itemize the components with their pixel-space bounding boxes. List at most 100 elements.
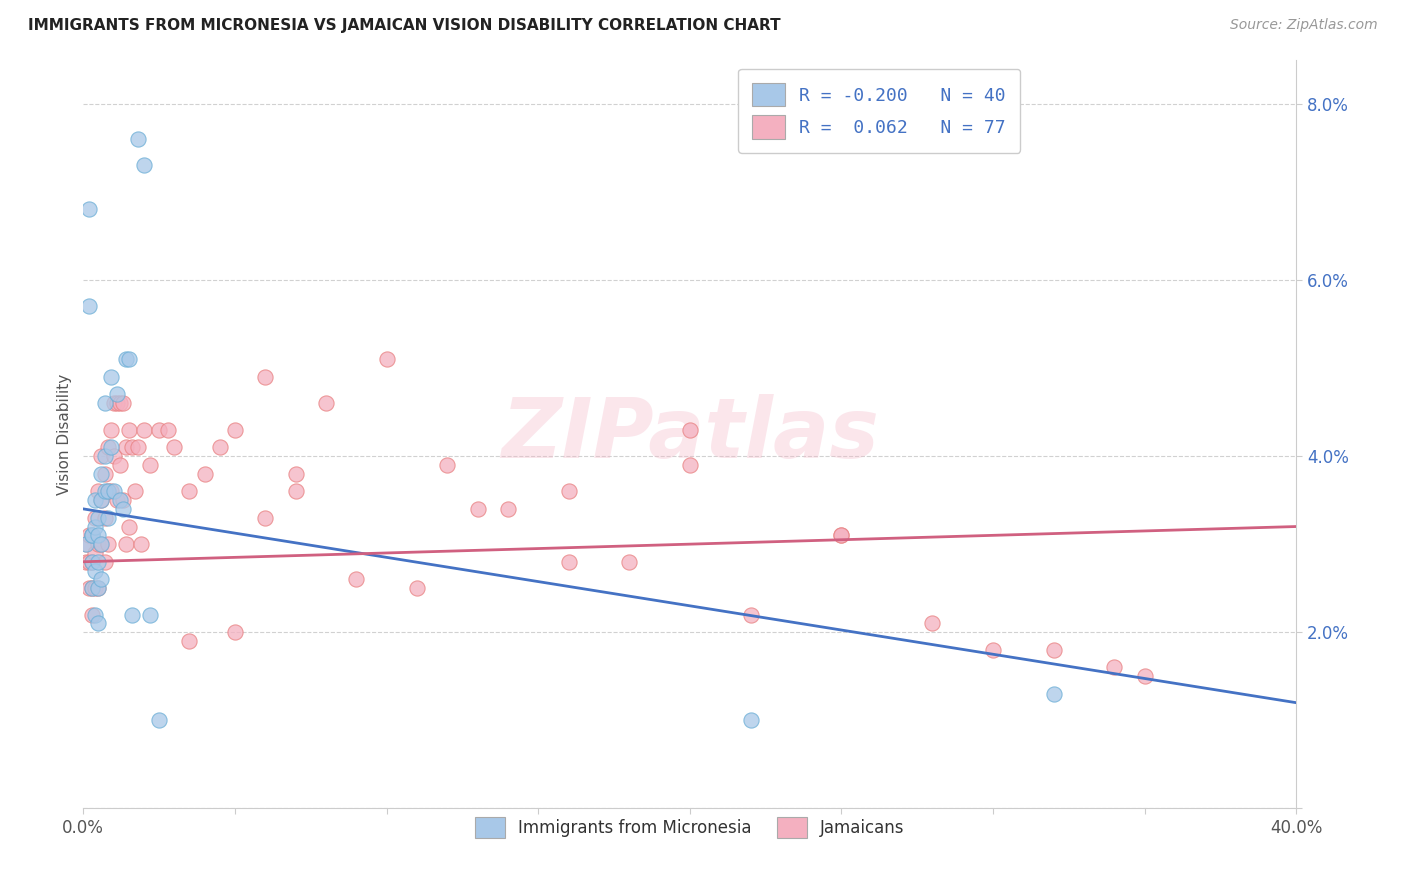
Point bbox=[1133, 669, 1156, 683]
Point bbox=[179, 634, 201, 648]
Point bbox=[163, 440, 186, 454]
Point bbox=[90, 537, 112, 551]
Point bbox=[84, 581, 107, 595]
Point bbox=[679, 458, 702, 472]
Point bbox=[108, 396, 131, 410]
Point bbox=[619, 555, 641, 569]
Point bbox=[224, 423, 246, 437]
Point bbox=[1042, 687, 1064, 701]
Point bbox=[118, 519, 141, 533]
Point bbox=[114, 440, 136, 454]
Point bbox=[111, 502, 134, 516]
Point bbox=[90, 449, 112, 463]
Point bbox=[132, 158, 155, 172]
Point bbox=[100, 369, 122, 384]
Point bbox=[82, 528, 104, 542]
Point bbox=[375, 352, 398, 367]
Point bbox=[75, 555, 97, 569]
Point bbox=[93, 467, 115, 481]
Point bbox=[103, 396, 125, 410]
Point bbox=[87, 537, 110, 551]
Point bbox=[96, 440, 118, 454]
Point bbox=[496, 502, 519, 516]
Point bbox=[679, 423, 702, 437]
Point bbox=[93, 484, 115, 499]
Point bbox=[114, 352, 136, 367]
Point bbox=[96, 484, 118, 499]
Point bbox=[82, 555, 104, 569]
Point bbox=[254, 510, 277, 524]
Point bbox=[93, 396, 115, 410]
Point bbox=[82, 581, 104, 595]
Point bbox=[75, 537, 97, 551]
Point bbox=[1042, 643, 1064, 657]
Point bbox=[105, 493, 128, 508]
Point bbox=[121, 440, 143, 454]
Point bbox=[139, 607, 162, 622]
Point bbox=[93, 555, 115, 569]
Point bbox=[467, 502, 489, 516]
Point bbox=[100, 440, 122, 454]
Point bbox=[100, 484, 122, 499]
Point bbox=[740, 607, 762, 622]
Point bbox=[87, 616, 110, 631]
Point bbox=[179, 484, 201, 499]
Point bbox=[157, 423, 180, 437]
Point bbox=[124, 484, 146, 499]
Point bbox=[127, 132, 149, 146]
Point bbox=[127, 440, 149, 454]
Point bbox=[96, 537, 118, 551]
Point bbox=[75, 537, 97, 551]
Point bbox=[284, 484, 307, 499]
Point bbox=[82, 528, 104, 542]
Text: Source: ZipAtlas.com: Source: ZipAtlas.com bbox=[1230, 18, 1378, 32]
Point bbox=[921, 616, 943, 631]
Point bbox=[82, 607, 104, 622]
Text: IMMIGRANTS FROM MICRONESIA VS JAMAICAN VISION DISABILITY CORRELATION CHART: IMMIGRANTS FROM MICRONESIA VS JAMAICAN V… bbox=[28, 18, 780, 33]
Point bbox=[208, 440, 231, 454]
Point bbox=[105, 396, 128, 410]
Point bbox=[121, 607, 143, 622]
Point bbox=[132, 423, 155, 437]
Point bbox=[87, 581, 110, 595]
Point bbox=[344, 573, 367, 587]
Point bbox=[284, 467, 307, 481]
Point bbox=[139, 458, 162, 472]
Point bbox=[118, 352, 141, 367]
Point bbox=[87, 528, 110, 542]
Point bbox=[79, 299, 101, 313]
Point bbox=[82, 528, 104, 542]
Point bbox=[87, 484, 110, 499]
Point bbox=[436, 458, 458, 472]
Point bbox=[830, 528, 852, 542]
Point bbox=[1104, 660, 1126, 674]
Point bbox=[82, 581, 104, 595]
Point bbox=[90, 493, 112, 508]
Point bbox=[84, 607, 107, 622]
Point bbox=[96, 510, 118, 524]
Point bbox=[90, 573, 112, 587]
Point bbox=[93, 449, 115, 463]
Point bbox=[79, 555, 101, 569]
Point bbox=[96, 484, 118, 499]
Text: ZIPatlas: ZIPatlas bbox=[501, 393, 879, 475]
Point bbox=[84, 564, 107, 578]
Point bbox=[148, 714, 170, 728]
Point bbox=[118, 423, 141, 437]
Point bbox=[103, 449, 125, 463]
Point bbox=[90, 537, 112, 551]
Y-axis label: Vision Disability: Vision Disability bbox=[58, 374, 72, 495]
Point bbox=[84, 493, 107, 508]
Point bbox=[111, 396, 134, 410]
Point bbox=[114, 537, 136, 551]
Point bbox=[79, 202, 101, 217]
Point bbox=[315, 396, 337, 410]
Point bbox=[830, 528, 852, 542]
Point bbox=[224, 625, 246, 640]
Point bbox=[148, 423, 170, 437]
Point bbox=[100, 423, 122, 437]
Point bbox=[84, 510, 107, 524]
Point bbox=[90, 493, 112, 508]
Point bbox=[82, 555, 104, 569]
Point bbox=[79, 528, 101, 542]
